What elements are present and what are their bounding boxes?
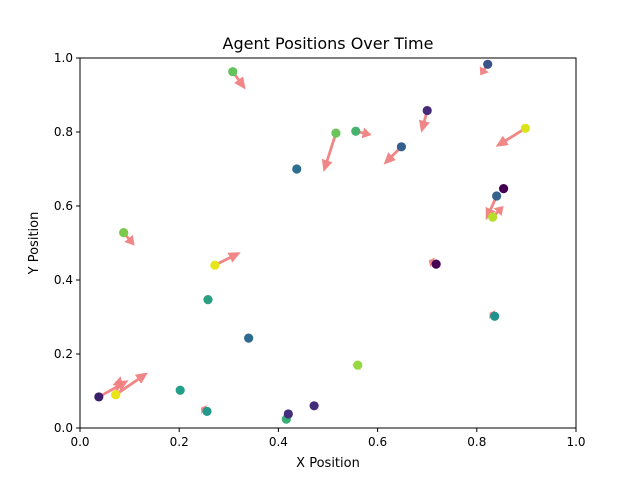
agent-point-4 [175, 385, 185, 395]
agent-point-22 [490, 311, 500, 321]
velocity-arrow-7 [214, 252, 241, 267]
chart-title: Agent Positions Over Time [223, 34, 434, 53]
agent-point-3 [119, 228, 129, 238]
velocity-arrow-1 [114, 372, 148, 396]
agent-point-17 [396, 142, 407, 152]
y-tick-label-5: 1.0 [54, 51, 73, 65]
agent-point-6 [203, 295, 213, 305]
agent-point-20 [483, 59, 493, 69]
x-axis-label: X Position [296, 456, 360, 471]
x-tick-label-5: 1.0 [566, 435, 585, 449]
agent-point-18 [422, 105, 432, 116]
agent-point-16 [353, 360, 363, 370]
y-tick-label-0: 0.0 [54, 421, 73, 435]
agent-point-24 [498, 184, 509, 194]
x-tick-label-4: 0.8 [467, 435, 486, 449]
x-axis-ticks: 0.0 0.2 0.4 0.6 0.8 1.0 [70, 428, 586, 449]
agent-points [94, 59, 531, 424]
agent-point-13 [309, 401, 319, 411]
plot-area-frame [79, 57, 577, 429]
agent-point-12 [292, 164, 302, 174]
x-tick-label-0: 0.0 [70, 435, 89, 449]
y-tick-label-3: 0.6 [54, 199, 73, 213]
y-axis-label: Y Position [27, 212, 42, 276]
x-tick-label-3: 0.6 [368, 435, 387, 449]
y-tick-label-2: 0.4 [54, 273, 73, 287]
velocity-arrow-15 [355, 127, 372, 139]
velocity-arrow-25 [495, 127, 527, 147]
agent-point-25 [520, 123, 531, 133]
agent-point-7 [210, 260, 220, 270]
agent-point-5 [202, 406, 212, 416]
agent-point-8 [228, 67, 238, 77]
x-tick-label-1: 0.2 [170, 435, 189, 449]
y-tick-label-1: 0.2 [54, 347, 73, 361]
agent-point-0 [94, 392, 104, 402]
velocity-arrow-23 [485, 195, 498, 221]
agent-point-15 [351, 126, 361, 136]
x-tick-label-2: 0.4 [269, 435, 288, 449]
y-tick-label-4: 0.8 [54, 125, 73, 139]
agent-point-11 [283, 409, 293, 419]
agent-point-23 [492, 191, 502, 201]
agent-point-14 [331, 128, 341, 138]
agent-point-9 [244, 333, 254, 343]
agent-point-2 [111, 390, 121, 400]
y-axis-ticks: 0.0 0.2 0.4 0.6 0.8 1.0 [54, 51, 80, 435]
velocity-arrow-14 [321, 132, 338, 172]
velocity-arrow-2 [112, 376, 124, 396]
agent-point-21 [488, 212, 498, 222]
velocity-arrow-17 [383, 145, 403, 165]
velocity-arrow-18 [419, 110, 430, 133]
agent-point-19 [431, 259, 441, 269]
